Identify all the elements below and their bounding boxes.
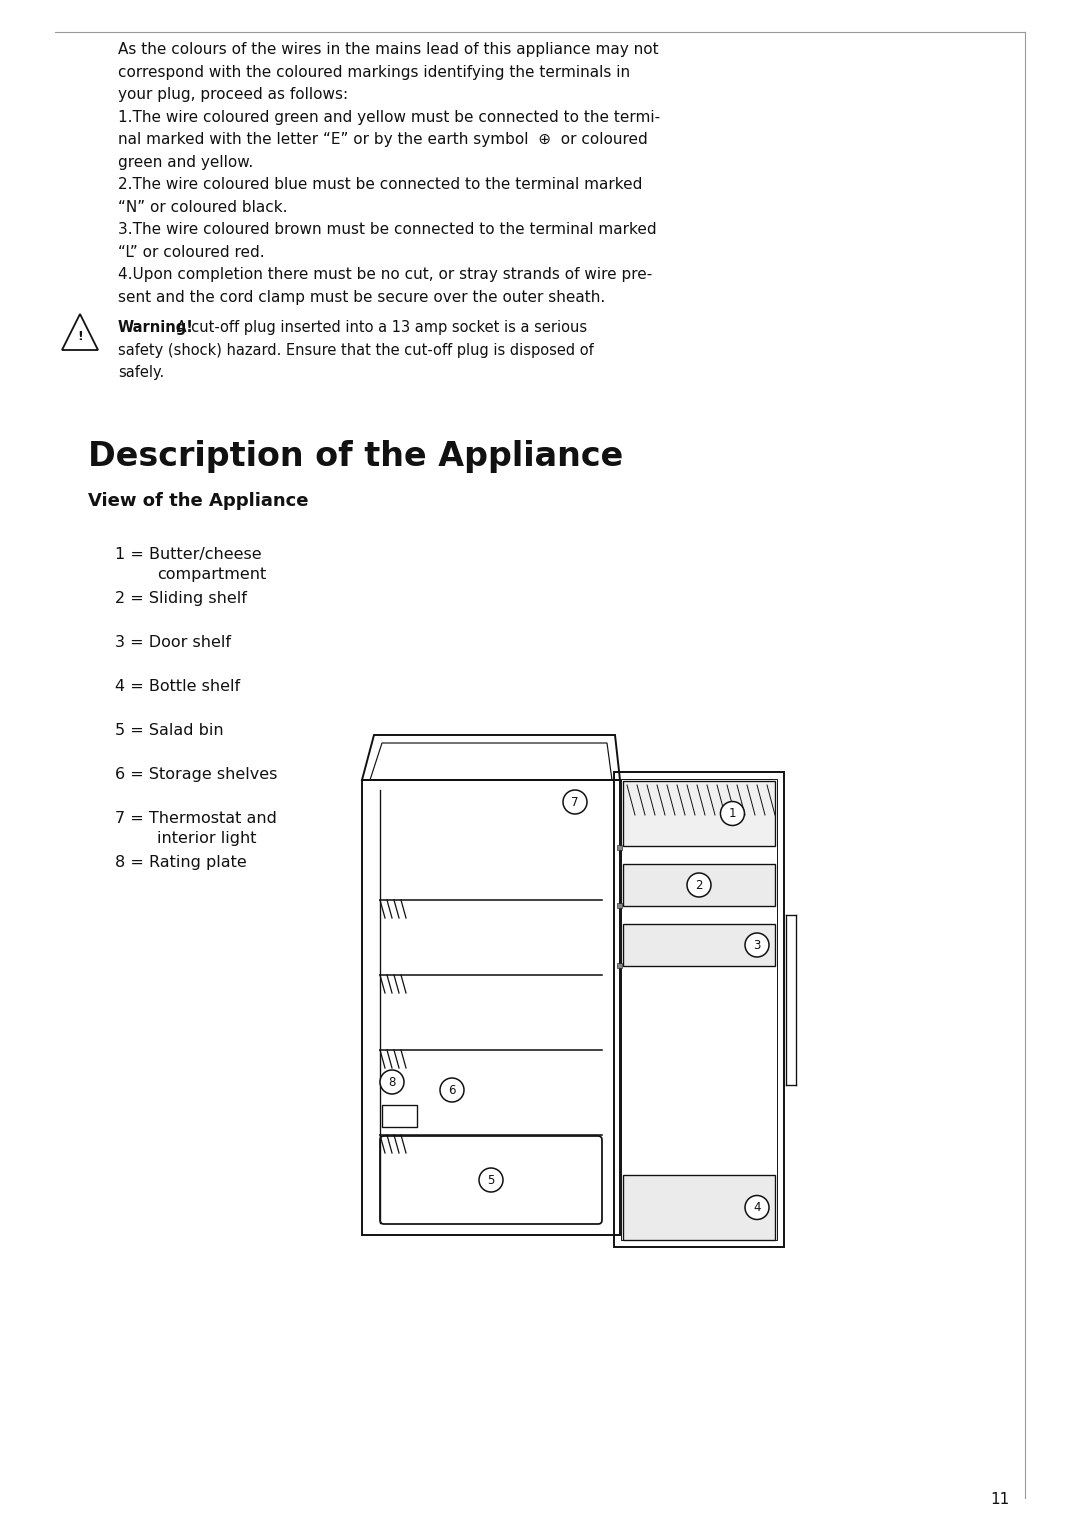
Circle shape xyxy=(480,1167,503,1192)
Text: 3 = Door shelf: 3 = Door shelf xyxy=(114,635,231,650)
Text: 3.The wire coloured brown must be connected to the terminal marked: 3.The wire coloured brown must be connec… xyxy=(118,222,657,237)
Bar xyxy=(623,780,775,846)
Text: View of the Appliance: View of the Appliance xyxy=(87,491,309,509)
Bar xyxy=(382,1105,417,1128)
Text: 7 = Thermostat and: 7 = Thermostat and xyxy=(114,811,276,826)
Text: 3: 3 xyxy=(754,938,760,952)
Text: your plug, proceed as follows:: your plug, proceed as follows: xyxy=(118,87,348,103)
Text: !: ! xyxy=(77,329,83,343)
Bar xyxy=(623,1175,775,1239)
Text: As the colours of the wires in the mains lead of this appliance may not: As the colours of the wires in the mains… xyxy=(118,41,659,57)
Bar xyxy=(617,903,622,907)
Text: 5 = Salad bin: 5 = Salad bin xyxy=(114,722,224,737)
Text: 6 = Storage shelves: 6 = Storage shelves xyxy=(114,767,278,782)
Text: interior light: interior light xyxy=(157,831,257,846)
Bar xyxy=(623,924,775,965)
Circle shape xyxy=(687,874,711,897)
Text: 11: 11 xyxy=(990,1492,1010,1507)
Bar xyxy=(621,779,777,1239)
Text: “L” or coloured red.: “L” or coloured red. xyxy=(118,245,265,260)
Text: Warning!: Warning! xyxy=(118,320,194,335)
Text: 7: 7 xyxy=(571,796,579,808)
Circle shape xyxy=(720,802,744,826)
Text: 5: 5 xyxy=(487,1174,495,1186)
Text: nal marked with the letter “E” or by the earth symbol  ⊕  or coloured: nal marked with the letter “E” or by the… xyxy=(118,132,648,147)
Text: 2 = Sliding shelf: 2 = Sliding shelf xyxy=(114,591,247,606)
Text: 8 = Rating plate: 8 = Rating plate xyxy=(114,854,246,869)
Circle shape xyxy=(380,1069,404,1094)
Text: 4.Upon completion there must be no cut, or stray strands of wire pre-: 4.Upon completion there must be no cut, … xyxy=(118,268,652,282)
Text: correspond with the coloured markings identifying the terminals in: correspond with the coloured markings id… xyxy=(118,64,630,80)
Circle shape xyxy=(440,1079,464,1102)
Text: 1: 1 xyxy=(729,806,737,820)
Circle shape xyxy=(745,933,769,956)
Text: Description of the Appliance: Description of the Appliance xyxy=(87,439,623,473)
Text: “N” or coloured black.: “N” or coloured black. xyxy=(118,199,287,214)
Bar xyxy=(617,962,622,968)
Text: 8: 8 xyxy=(389,1076,395,1088)
Text: green and yellow.: green and yellow. xyxy=(118,155,253,170)
Text: 4 = Bottle shelf: 4 = Bottle shelf xyxy=(114,678,240,693)
Text: A cut-off plug inserted into a 13 amp socket is a serious: A cut-off plug inserted into a 13 amp so… xyxy=(173,320,588,335)
Bar xyxy=(615,773,784,1247)
Bar xyxy=(362,780,620,1235)
Circle shape xyxy=(563,789,588,814)
Bar xyxy=(617,845,622,851)
Text: sent and the cord clamp must be secure over the outer sheath.: sent and the cord clamp must be secure o… xyxy=(118,289,605,304)
Text: 6: 6 xyxy=(448,1083,456,1097)
Text: 1 = Butter/cheese: 1 = Butter/cheese xyxy=(114,546,261,562)
Bar xyxy=(623,864,775,906)
Text: 4: 4 xyxy=(753,1201,760,1213)
Text: safely.: safely. xyxy=(118,366,164,379)
Text: 1.The wire coloured green and yellow must be connected to the termi-: 1.The wire coloured green and yellow mus… xyxy=(118,110,660,124)
Text: 2.The wire coloured blue must be connected to the terminal marked: 2.The wire coloured blue must be connect… xyxy=(118,177,643,191)
Text: 2: 2 xyxy=(696,878,703,892)
Text: compartment: compartment xyxy=(157,566,267,581)
Text: safety (shock) hazard. Ensure that the cut-off plug is disposed of: safety (shock) hazard. Ensure that the c… xyxy=(118,343,594,358)
Circle shape xyxy=(745,1195,769,1219)
